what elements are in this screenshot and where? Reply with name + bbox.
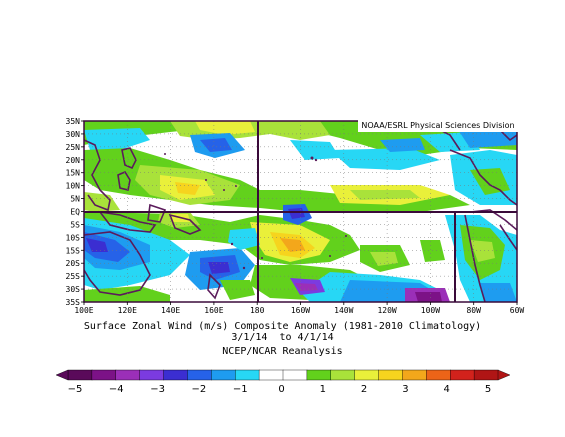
colorbar-segment — [282, 369, 308, 381]
colorbar-tick-label: 4 — [444, 384, 450, 395]
lat-tick-label: 35S — [66, 298, 81, 307]
colorbar-segment — [115, 369, 141, 381]
lat-tick-label: 25S — [66, 272, 81, 281]
dataset-label: NCEP/NCAR Reanalysis — [222, 346, 343, 357]
colorbar-tick-label: −1 — [233, 384, 248, 395]
colorbar-segment — [450, 369, 475, 381]
date-range: 3/1/14 to 4/1/14 — [231, 332, 334, 343]
island-markers — [164, 153, 347, 270]
colorbar-tick-label: −5 — [68, 384, 83, 395]
colorbar-segment — [139, 369, 165, 381]
lat-tick-label: 15S — [66, 246, 81, 255]
colorbar-segment — [67, 369, 93, 381]
colorbar-tick-label: −2 — [192, 384, 207, 395]
colorbar-segment — [378, 369, 403, 381]
colorbar-low-arrow — [55, 369, 69, 381]
lat-tick-label: EQ — [70, 208, 80, 217]
lon-tick-label: 120W — [377, 306, 396, 315]
colorbar-high-arrow — [497, 369, 511, 381]
map-plot-area: 35N 30N 25N 20N 15N 10N 5N EQ 5S 10S 15S 20S 25S 30S 3… — [66, 117, 525, 315]
lat-tick-label: 30S — [66, 285, 81, 294]
lat-tick-label: 5S — [70, 220, 80, 229]
colorbar-tick-label: 1 — [320, 384, 326, 395]
axis-ticks: 35N 30N 25N 20N 15N 10N 5N EQ 5S 10S 15S 20S 25S 30S 3… — [66, 117, 525, 315]
figure-title: Surface Zonal Wind (m/s) Composite Anoma… — [83, 321, 482, 332]
lon-tick-label: 100E — [74, 306, 93, 315]
colorbar-tick-label: −4 — [109, 384, 124, 395]
colorbar-segment — [402, 369, 427, 381]
colorbar-segment — [235, 369, 260, 381]
lon-tick-label: 160W — [291, 306, 310, 315]
colorbar-segment — [91, 369, 117, 381]
reference-lines — [84, 121, 517, 302]
lon-tick-label: 140W — [334, 306, 353, 315]
colorbar-tick-label: 5 — [485, 384, 491, 395]
colorbar-segment — [330, 369, 356, 381]
lat-tick-label: 25N — [66, 143, 81, 152]
lat-tick-label: 20N — [66, 156, 81, 165]
credit-label: NOAA/ESRL Physical Sciences Division — [358, 120, 518, 132]
colorbar-tick-label: −3 — [150, 384, 165, 395]
lat-tick-label: 5N — [70, 195, 80, 204]
lat-tick-label: 20S — [66, 259, 81, 268]
colorbar-segment — [187, 369, 212, 381]
colorbar-segment — [211, 369, 236, 381]
colorbar-segments — [55, 369, 511, 381]
lon-tick-label: 160E — [204, 306, 223, 315]
colorbar-segment — [258, 369, 284, 381]
colorbar-segment — [306, 369, 332, 381]
lat-tick-label: 10N — [66, 182, 81, 191]
lon-tick-label: 100W — [421, 306, 440, 315]
lat-tick-label: 10S — [66, 233, 81, 242]
colorbar-segment — [426, 369, 451, 381]
colorbar-segment — [473, 369, 499, 381]
graticule — [84, 121, 517, 302]
lat-tick-label: 35N — [66, 117, 81, 126]
colorbar: −5 −4 −3 −2 −1 0 1 2 3 4 5 — [55, 369, 511, 395]
colorbar-segment — [163, 369, 188, 381]
lon-tick-label: 60W — [510, 306, 525, 315]
colorbar-tick-label: 2 — [361, 384, 367, 395]
lon-tick-label: 120E — [118, 306, 137, 315]
colorbar-tick-label: 0 — [278, 384, 284, 395]
lat-tick-label: 30N — [66, 130, 81, 139]
lon-tick-label: 80W — [466, 306, 481, 315]
colorbar-labels: −5 −4 −3 −2 −1 0 1 2 3 4 5 — [68, 384, 492, 395]
colorbar-tick-label: 3 — [402, 384, 408, 395]
lon-tick-label: 180 — [250, 306, 265, 315]
colorbar-segment — [354, 369, 380, 381]
lon-tick-label: 140E — [161, 306, 180, 315]
lat-tick-label: 15N — [66, 169, 81, 178]
